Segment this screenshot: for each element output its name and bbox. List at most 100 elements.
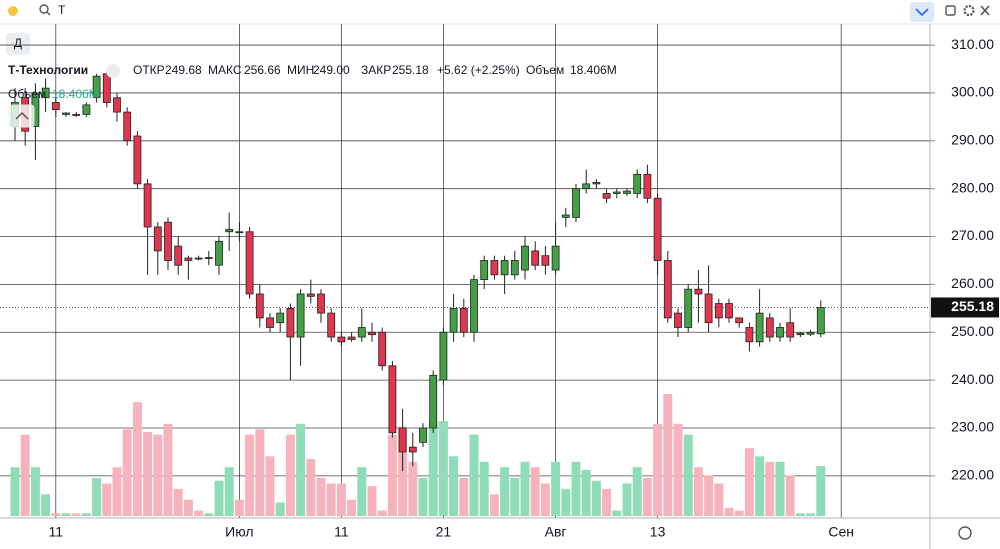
y-tick-label: 290.00: [951, 132, 994, 148]
candle-body: [735, 317, 744, 324]
candle-body: [327, 312, 336, 338]
candle-body: [398, 427, 407, 453]
candle-body: [92, 75, 101, 99]
top-bar: [0, 0, 1000, 24]
volume-label: Объем: [526, 63, 564, 77]
y-tick-label: 310.00: [951, 36, 994, 52]
candle-body: [490, 260, 499, 276]
x-tick-label: 11: [49, 524, 64, 540]
volume-bar: [122, 429, 132, 516]
candle-body: [368, 331, 376, 336]
volume-bar: [714, 483, 724, 516]
candle-body: [745, 327, 754, 343]
candle-body: [704, 293, 713, 324]
volume-bar: [194, 510, 204, 516]
y-tick-label: 220.00: [951, 467, 994, 483]
volume-bar: [81, 513, 91, 516]
y-tick-label: 280.00: [951, 179, 994, 195]
volume-bar: [724, 507, 734, 516]
volume-bar: [704, 475, 714, 516]
settings-button[interactable]: [963, 4, 975, 17]
legend-menu[interactable]: [106, 64, 120, 78]
candle-body: [521, 245, 529, 271]
candle-body: [235, 231, 244, 234]
open-label: ОТКР: [133, 63, 165, 77]
low-label: МИН: [287, 63, 314, 77]
candle-body: [510, 260, 519, 276]
volume-bar: [428, 421, 438, 516]
volume-bar: [153, 434, 163, 516]
volume-bar: [398, 426, 408, 516]
candle-body: [582, 183, 591, 190]
volume-bar: [418, 478, 428, 516]
candle-body: [266, 317, 274, 328]
collapse-button[interactable]: [9, 104, 35, 128]
volume-bar: [765, 461, 775, 516]
interval-label[interactable]: Д: [14, 36, 22, 50]
search-query[interactable]: Т: [58, 3, 66, 17]
dropdown-button[interactable]: [910, 2, 934, 22]
last-price-box: [931, 297, 999, 318]
candle-body: [306, 293, 315, 297]
volume-bar: [571, 461, 581, 516]
volume-bar: [20, 434, 30, 516]
y-tick-label: 300.00: [951, 84, 994, 100]
candle-body: [123, 111, 132, 142]
candle-body: [164, 221, 172, 261]
volume-bar: [265, 456, 275, 516]
volume-bar: [479, 461, 489, 516]
candle-body: [276, 312, 285, 324]
candle-body: [541, 255, 550, 266]
volume-bar: [408, 461, 418, 516]
candle-body: [419, 427, 427, 443]
candle-body: [714, 303, 723, 319]
volume-bar: [561, 488, 571, 516]
volume-bar: [224, 467, 234, 516]
volume-bar: [183, 499, 193, 516]
volume-bar: [326, 483, 336, 516]
volume-bar: [449, 456, 459, 516]
candle-body: [62, 112, 70, 115]
candle-body: [602, 193, 611, 199]
status-dot: [8, 6, 18, 16]
volume-study-value: 18.406M: [52, 87, 99, 101]
volume-bar: [693, 467, 703, 516]
volume-bar: [734, 510, 744, 516]
volume-bar: [316, 478, 326, 516]
candle-body: [408, 446, 417, 453]
candle-body: [143, 183, 152, 228]
candle-body: [531, 250, 540, 266]
volume-bar: [622, 483, 632, 516]
volume-bar: [530, 467, 540, 516]
search-icon[interactable]: [39, 4, 49, 14]
volume-value: 18.406M: [570, 63, 617, 77]
candle-body: [561, 214, 570, 218]
volume-bar: [387, 434, 397, 516]
volume-bar: [306, 459, 316, 516]
volume-bar: [347, 499, 357, 516]
candle-body: [816, 307, 825, 335]
candle-body: [286, 307, 295, 338]
plot: [0, 24, 930, 518]
candle-body: [612, 191, 621, 194]
candle-body: [663, 260, 672, 319]
axis-settings[interactable]: [958, 526, 972, 540]
high-label: МАКС: [208, 63, 242, 77]
volume-bar: [551, 461, 561, 516]
ticker-name: Т-Технологии: [8, 63, 88, 77]
volume-bar: [632, 467, 642, 516]
candle-body: [357, 327, 366, 338]
volume-bar: [785, 475, 795, 516]
window-button[interactable]: [945, 5, 956, 16]
dropdown-icon: [915, 8, 929, 17]
candle-body: [653, 197, 662, 261]
close-button[interactable]: [980, 5, 990, 16]
volume-bar: [806, 513, 816, 516]
candle-body: [806, 331, 815, 335]
interval-button[interactable]: [6, 33, 30, 55]
volume-bar: [510, 478, 520, 516]
volume-bar: [234, 499, 244, 516]
volume-bar: [336, 483, 346, 516]
candle-body: [317, 293, 325, 314]
volume-bar: [92, 478, 102, 516]
